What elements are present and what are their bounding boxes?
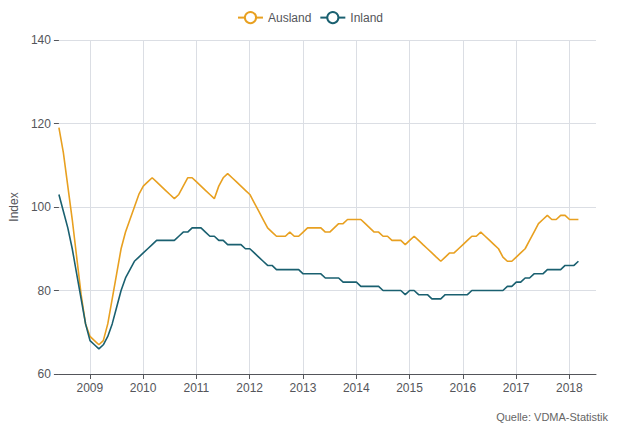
svg-text:100: 100 [31, 200, 51, 214]
svg-text:Index: Index [7, 192, 21, 221]
svg-text:Inland: Inland [350, 11, 383, 25]
svg-text:140: 140 [31, 33, 51, 47]
svg-text:2011: 2011 [183, 381, 209, 395]
svg-text:2010: 2010 [130, 381, 157, 395]
svg-text:2015: 2015 [396, 381, 423, 395]
svg-text:Ausland: Ausland [268, 11, 311, 25]
svg-text:80: 80 [38, 284, 52, 298]
svg-text:2016: 2016 [449, 381, 476, 395]
svg-text:2017: 2017 [503, 381, 530, 395]
svg-text:2009: 2009 [76, 381, 103, 395]
svg-text:2014: 2014 [343, 381, 370, 395]
svg-text:2018: 2018 [556, 381, 583, 395]
svg-text:2012: 2012 [236, 381, 263, 395]
svg-text:120: 120 [31, 117, 51, 131]
svg-text:2013: 2013 [290, 381, 317, 395]
svg-text:60: 60 [38, 367, 52, 381]
svg-text:Quelle: VDMA-Statistik: Quelle: VDMA-Statistik [496, 411, 608, 423]
